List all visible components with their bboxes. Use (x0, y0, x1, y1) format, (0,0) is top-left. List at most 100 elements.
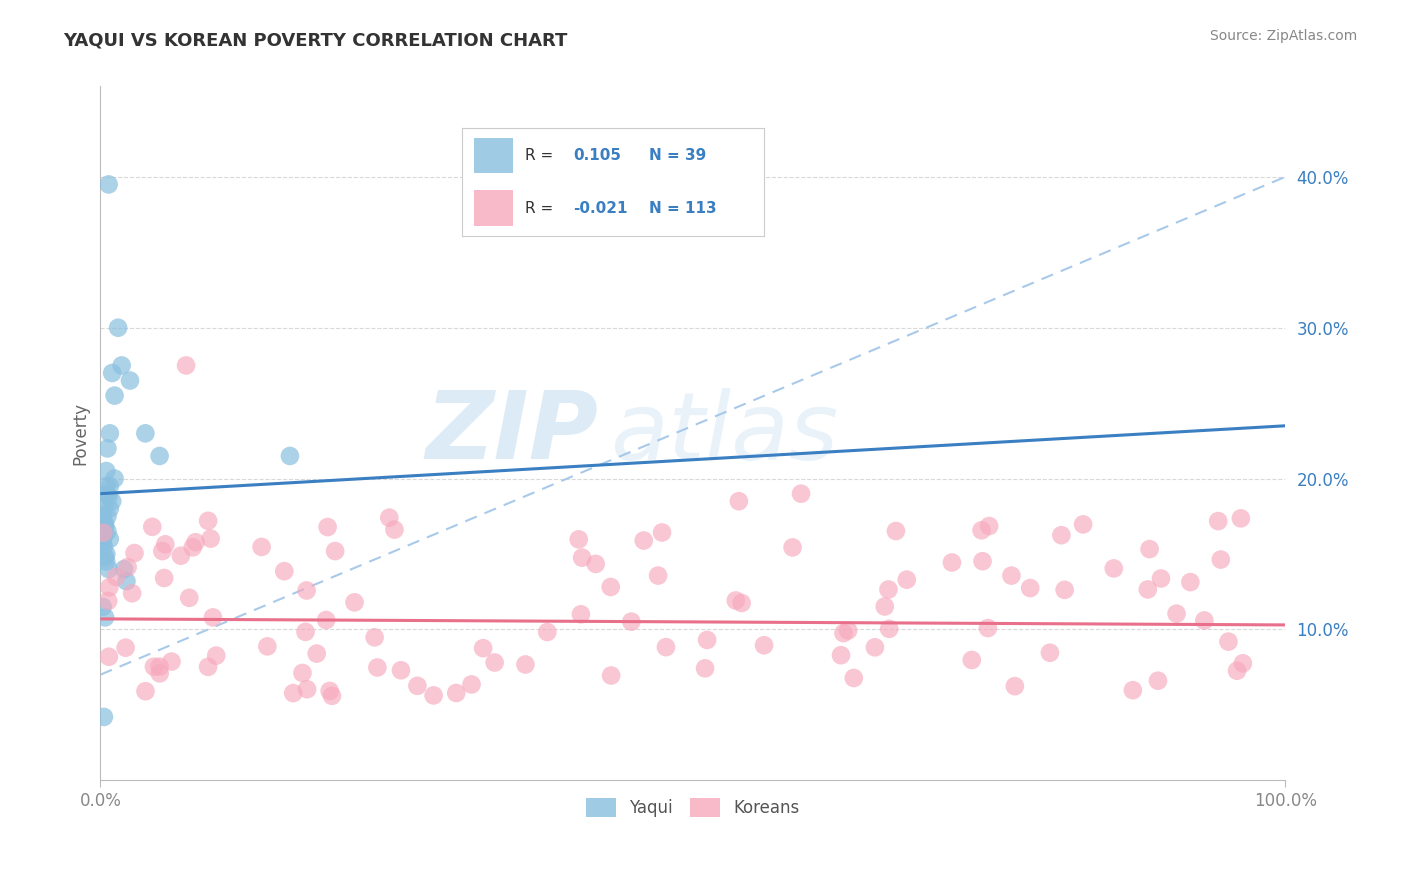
Point (873, 599, 896, 614)
Point (585, 557, 607, 571)
Point (115, 574, 138, 589)
Point (730, 596, 752, 610)
Point (295, 682, 318, 697)
Point (91, 599, 114, 614)
Point (141, 520, 163, 534)
Point (782, 541, 804, 555)
Point (569, 607, 592, 622)
Text: YAQUI VS KOREAN POVERTY CORRELATION CHART: YAQUI VS KOREAN POVERTY CORRELATION CHAR… (63, 31, 568, 49)
Point (724, 593, 747, 607)
Point (97, 649, 120, 664)
Point (571, 550, 593, 565)
Point (366, 660, 388, 674)
Point (134, 684, 156, 698)
Point (941, 556, 963, 570)
Point (105, 570, 128, 584)
Point (91, 509, 114, 524)
Point (124, 546, 146, 560)
Point (97, 178, 120, 192)
Point (752, 638, 775, 652)
Point (1147, 673, 1170, 688)
Point (832, 626, 855, 640)
Point (315, 613, 337, 627)
Point (96, 524, 118, 539)
Point (1000, 568, 1022, 582)
Point (1230, 511, 1253, 525)
Point (134, 426, 156, 441)
Point (1180, 575, 1202, 590)
Point (422, 689, 444, 703)
Point (96, 442, 118, 456)
Point (160, 655, 183, 669)
Point (96, 479, 118, 493)
Point (979, 519, 1001, 533)
Point (93, 529, 115, 543)
Point (112, 562, 135, 576)
Point (444, 686, 467, 700)
Point (536, 625, 558, 640)
Point (830, 648, 852, 663)
Point (181, 541, 204, 555)
Point (1004, 679, 1026, 693)
Point (323, 544, 346, 558)
Point (118, 374, 141, 388)
Point (1218, 634, 1240, 648)
Point (1206, 514, 1229, 528)
Point (148, 659, 170, 673)
Point (150, 544, 173, 558)
Text: Source: ZipAtlas.com: Source: ZipAtlas.com (1209, 29, 1357, 43)
Point (98, 532, 121, 546)
Point (321, 689, 343, 703)
Point (256, 640, 278, 654)
Point (201, 610, 224, 624)
Point (877, 582, 900, 597)
Point (384, 523, 406, 537)
Point (91, 525, 114, 540)
Point (977, 621, 1000, 635)
Point (93, 710, 115, 724)
Point (93, 540, 115, 554)
Point (96, 555, 118, 569)
Point (305, 647, 328, 661)
Point (291, 665, 314, 680)
Point (1053, 582, 1076, 597)
Point (406, 679, 429, 693)
Point (1226, 664, 1249, 678)
Point (149, 449, 172, 463)
Point (484, 656, 506, 670)
Point (896, 573, 918, 587)
Point (620, 615, 643, 629)
Point (205, 648, 228, 663)
Point (1050, 528, 1073, 542)
Point (94, 520, 117, 534)
Point (94, 610, 117, 624)
Point (184, 535, 207, 549)
Point (1039, 646, 1062, 660)
Point (179, 591, 201, 605)
Y-axis label: Poverty: Poverty (72, 401, 89, 465)
Point (1139, 542, 1161, 557)
Point (863, 640, 886, 655)
Point (93, 499, 115, 513)
Point (1232, 657, 1254, 671)
Text: atlas: atlas (610, 388, 838, 479)
Point (153, 571, 176, 585)
Point (837, 624, 859, 638)
Point (101, 494, 124, 508)
Point (343, 595, 366, 609)
Point (1122, 683, 1144, 698)
Point (647, 568, 669, 582)
Point (790, 486, 813, 500)
Point (651, 525, 673, 540)
Point (250, 540, 273, 554)
Point (197, 660, 219, 674)
Point (103, 389, 125, 403)
Point (460, 677, 482, 691)
Point (283, 686, 305, 700)
Point (98, 580, 121, 594)
Point (472, 641, 495, 656)
Point (655, 640, 678, 654)
Point (389, 663, 412, 677)
Point (98, 501, 121, 516)
Point (515, 657, 537, 672)
